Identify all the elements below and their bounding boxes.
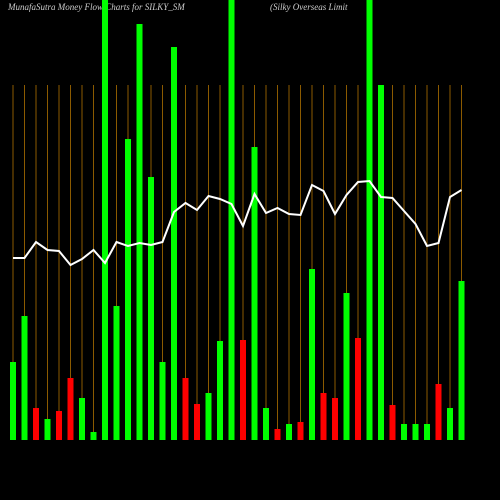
bar	[447, 408, 453, 440]
bar	[343, 293, 350, 440]
bar	[424, 424, 430, 440]
bar	[205, 393, 212, 440]
bar	[297, 422, 304, 440]
bar	[240, 340, 246, 440]
bar	[389, 405, 396, 440]
chart-subtitle: (Silky Overseas Limit	[270, 2, 348, 12]
bar	[102, 0, 108, 440]
bar	[435, 384, 442, 440]
bar	[378, 85, 384, 440]
bar	[33, 408, 39, 440]
bar	[274, 429, 281, 440]
bar	[458, 281, 465, 440]
bar	[113, 306, 120, 440]
bar	[56, 411, 62, 440]
bar	[366, 0, 373, 440]
bar	[320, 393, 327, 440]
bar	[355, 338, 361, 440]
bar	[159, 362, 166, 440]
bar	[67, 378, 74, 440]
bar	[263, 408, 269, 440]
bar	[90, 432, 97, 440]
bar	[148, 177, 154, 440]
money-flow-line	[13, 179, 463, 267]
bar	[194, 404, 200, 440]
bar	[44, 419, 51, 440]
bar	[251, 147, 258, 440]
bar	[182, 378, 189, 440]
bar	[79, 398, 85, 440]
bar	[332, 398, 338, 440]
bar	[21, 316, 28, 440]
bar	[401, 424, 407, 440]
bar	[286, 424, 292, 440]
bar	[217, 341, 223, 440]
bar	[136, 24, 143, 440]
bar	[412, 424, 419, 440]
bar	[10, 362, 16, 440]
bar	[125, 139, 131, 440]
chart-title: MunafaSutra Money Flow Charts for SILKY_…	[7, 2, 185, 12]
bar	[228, 0, 235, 440]
bar	[171, 47, 177, 440]
bar	[309, 269, 315, 440]
